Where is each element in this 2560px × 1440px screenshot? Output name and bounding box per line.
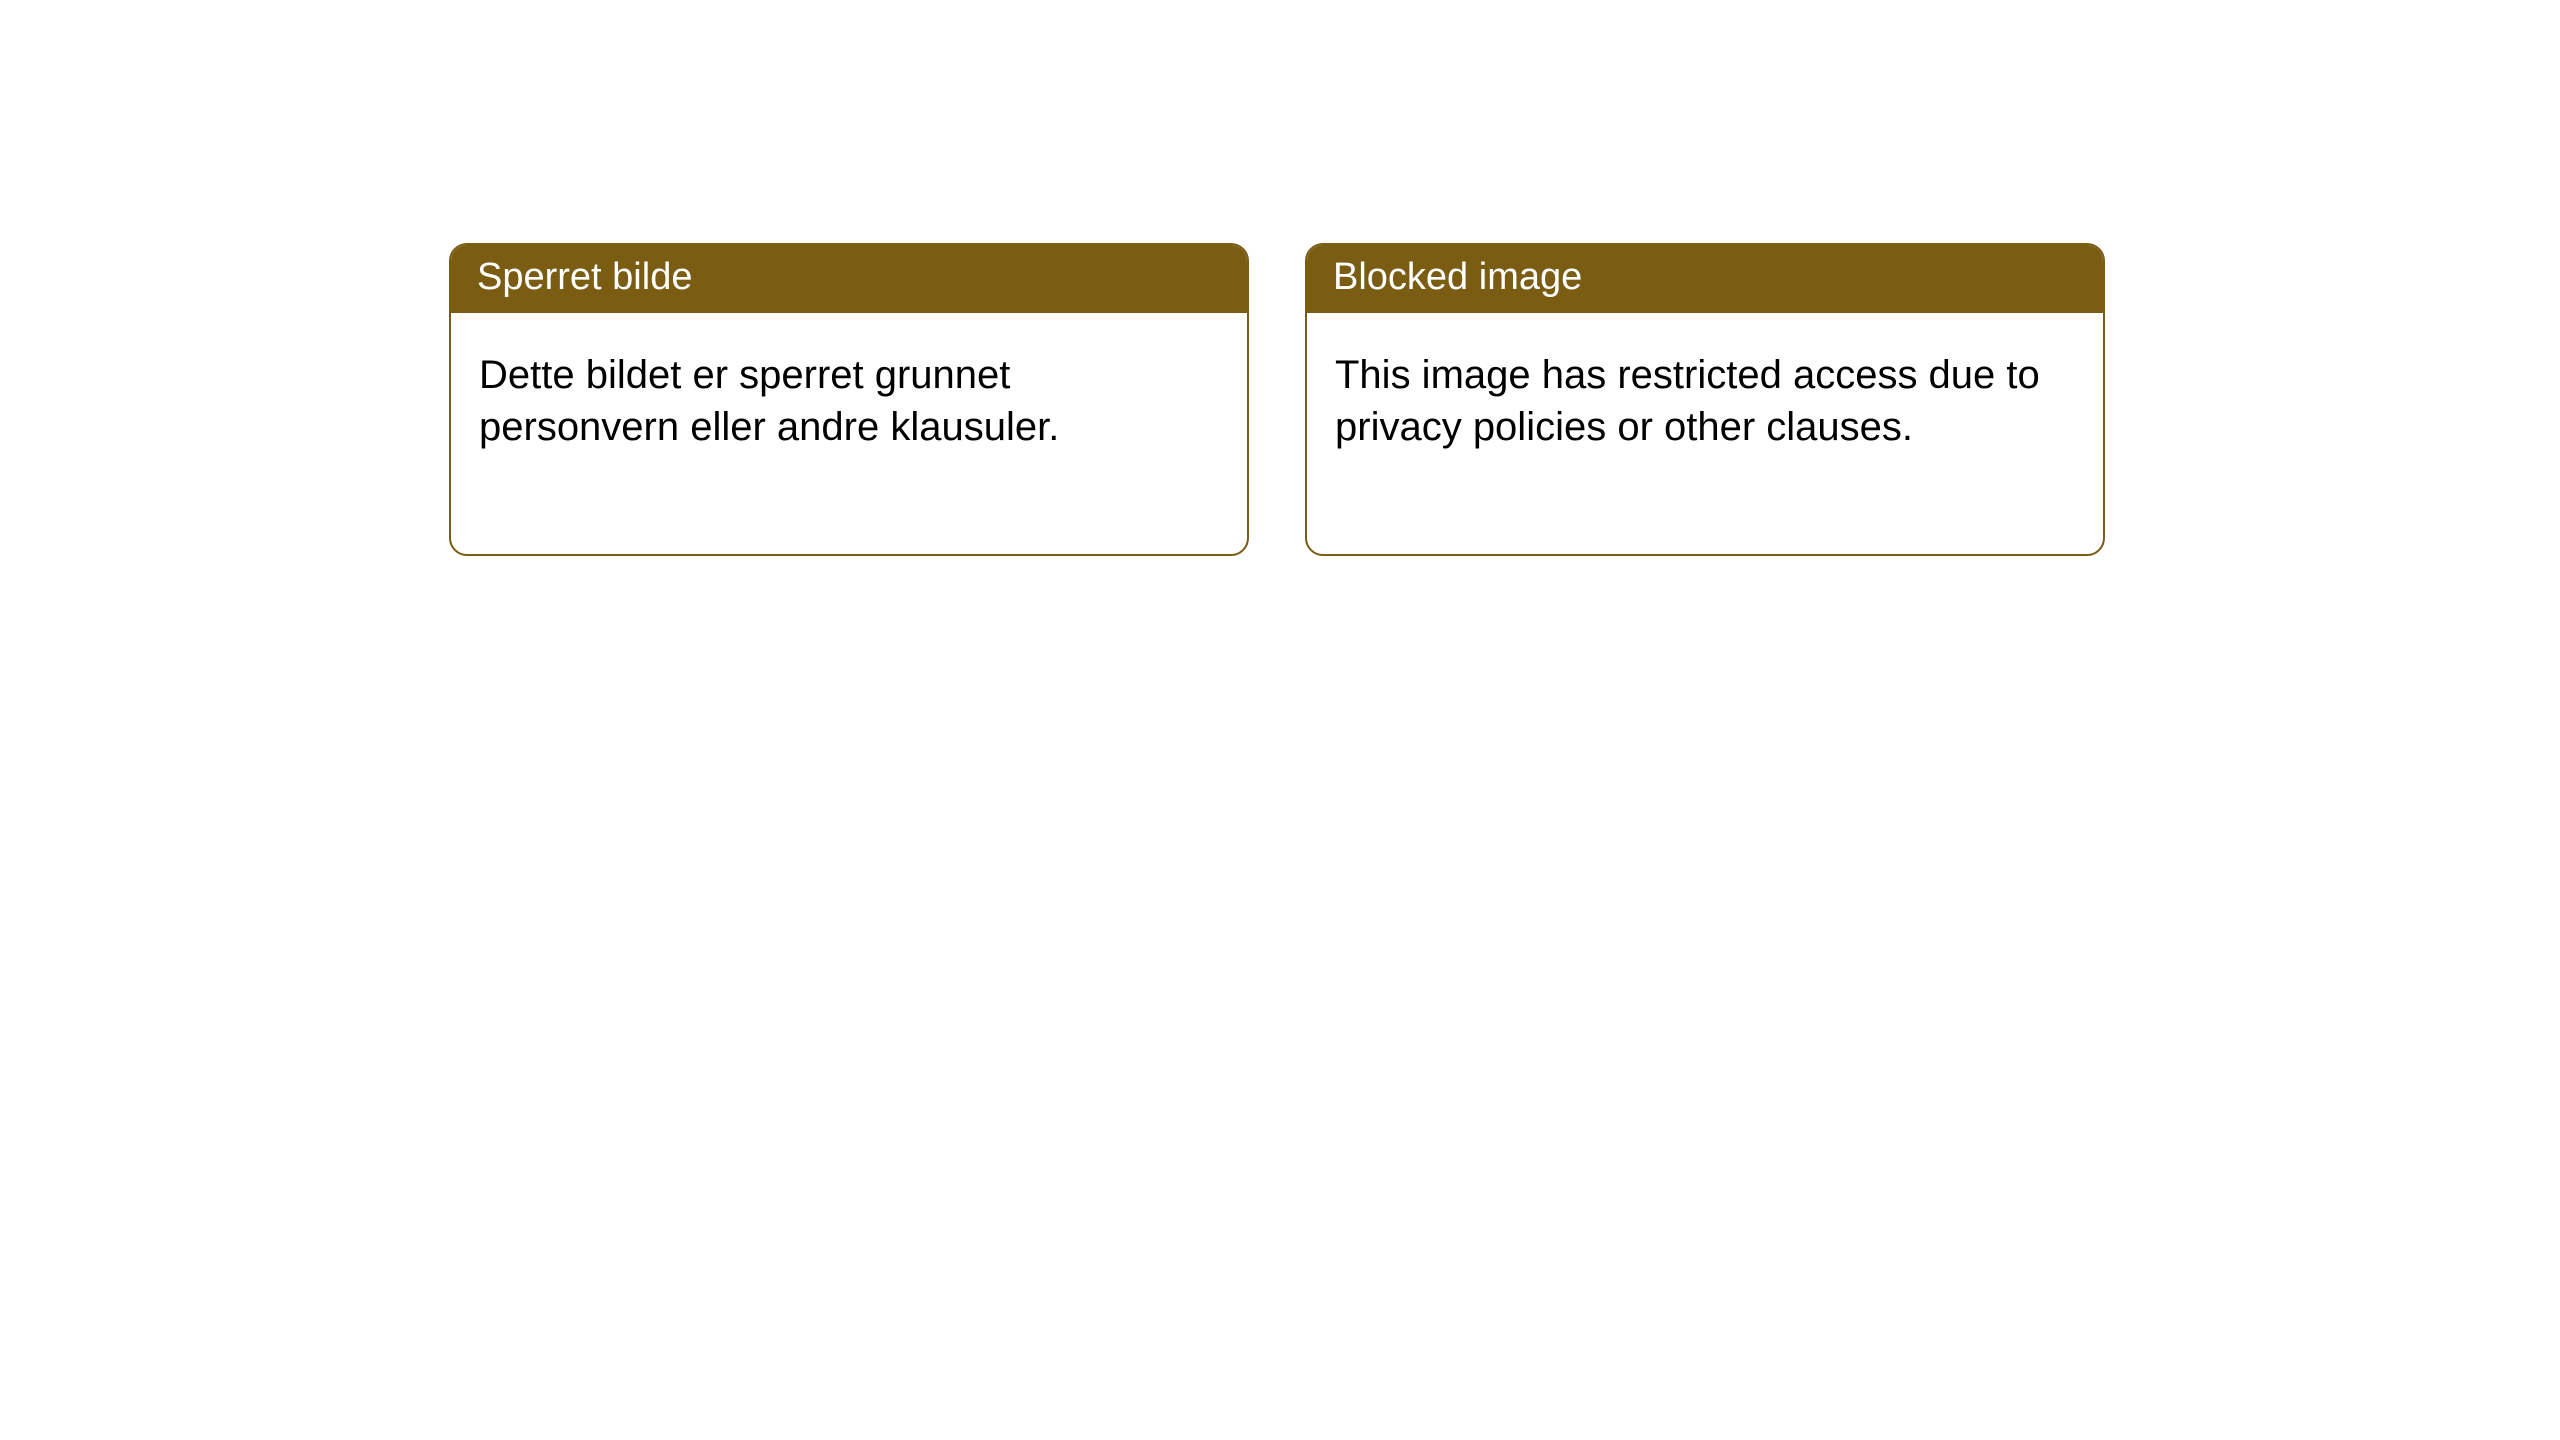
card-english: Blocked image This image has restricted …	[1305, 243, 2105, 556]
card-body-norwegian: Dette bildet er sperret grunnet personve…	[451, 313, 1247, 555]
card-norwegian: Sperret bilde Dette bildet er sperret gr…	[449, 243, 1249, 556]
card-body-english: This image has restricted access due to …	[1307, 313, 2103, 555]
card-header-norwegian: Sperret bilde	[451, 245, 1247, 313]
card-header-english: Blocked image	[1307, 245, 2103, 313]
cards-container: Sperret bilde Dette bildet er sperret gr…	[0, 0, 2560, 556]
